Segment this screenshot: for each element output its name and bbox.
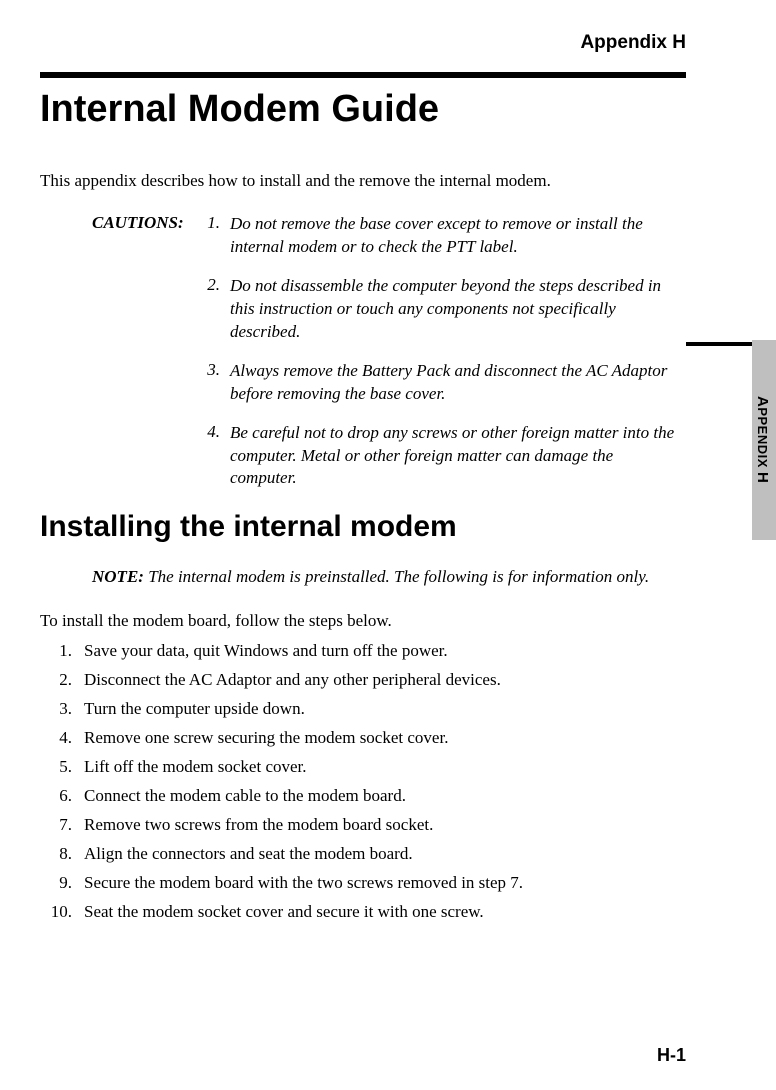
step-number: 10. [40, 902, 72, 922]
caution-text: Do not disassemble the computer beyond t… [230, 275, 686, 344]
page-title: Internal Modem Guide [40, 88, 686, 131]
step-number: 1. [40, 641, 72, 661]
step-item: 9. Secure the modem board with the two sc… [40, 873, 686, 893]
intro-text: This appendix describes how to install a… [40, 171, 686, 191]
step-number: 8. [40, 844, 72, 864]
caution-item: 2. Do not disassemble the computer beyon… [92, 275, 686, 344]
caution-number: 2. [198, 275, 220, 344]
caution-item: CAUTIONS: 1. Do not remove the base cove… [92, 213, 686, 259]
step-item: 10. Seat the modem socket cover and secur… [40, 902, 686, 922]
steps-intro: To install the modem board, follow the s… [40, 611, 686, 631]
page-number: H-1 [657, 1045, 686, 1066]
note-block: NOTE: The internal modem is preinstalled… [92, 566, 686, 589]
step-item: 2. Disconnect the AC Adaptor and any othe… [40, 670, 686, 690]
step-text: Seat the modem socket cover and secure i… [84, 902, 686, 922]
step-text: Align the connectors and seat the modem … [84, 844, 686, 864]
step-number: 2. [40, 670, 72, 690]
cautions-label-spacer [92, 360, 198, 406]
step-text: Lift off the modem socket cover. [84, 757, 686, 777]
step-number: 9. [40, 873, 72, 893]
note-label: NOTE: [92, 567, 144, 586]
step-text: Remove two screws from the modem board s… [84, 815, 686, 835]
appendix-label: Appendix H [40, 32, 686, 54]
side-tab-label: APPENDIX H [754, 396, 771, 483]
step-item: 1. Save your data, quit Windows and turn … [40, 641, 686, 661]
step-text: Remove one screw securing the modem sock… [84, 728, 686, 748]
cautions-label: CAUTIONS: [92, 213, 198, 259]
cautions-block: CAUTIONS: 1. Do not remove the base cove… [92, 213, 686, 490]
caution-text: Always remove the Battery Pack and disco… [230, 360, 686, 406]
step-number: 6. [40, 786, 72, 806]
step-text: Turn the computer upside down. [84, 699, 686, 719]
cautions-label-spacer [92, 275, 198, 344]
page-content: Appendix H Internal Modem Guide This app… [0, 0, 776, 922]
divider-rule [40, 72, 686, 78]
step-number: 7. [40, 815, 72, 835]
caution-item: 4. Be careful not to drop any screws or … [92, 422, 686, 491]
cautions-label-spacer [92, 422, 198, 491]
step-text: Disconnect the AC Adaptor and any other … [84, 670, 686, 690]
caution-number: 3. [198, 360, 220, 406]
caution-text: Be careful not to drop any screws or oth… [230, 422, 686, 491]
step-text: Connect the modem cable to the modem boa… [84, 786, 686, 806]
step-item: 7. Remove two screws from the modem board… [40, 815, 686, 835]
caution-text: Do not remove the base cover except to r… [230, 213, 686, 259]
step-item: 6. Connect the modem cable to the modem b… [40, 786, 686, 806]
note-text: The internal modem is preinstalled. The … [144, 567, 649, 586]
side-tab: APPENDIX H [752, 340, 776, 540]
step-item: 8. Align the connectors and seat the mode… [40, 844, 686, 864]
step-text: Save your data, quit Windows and turn of… [84, 641, 686, 661]
step-item: 5. Lift off the modem socket cover. [40, 757, 686, 777]
caution-item: 3. Always remove the Battery Pack and di… [92, 360, 686, 406]
step-text: Secure the modem board with the two scre… [84, 873, 686, 893]
step-number: 3. [40, 699, 72, 719]
caution-number: 1. [198, 213, 220, 259]
caution-number: 4. [198, 422, 220, 491]
step-item: 3. Turn the computer upside down. [40, 699, 686, 719]
steps-list: 1. Save your data, quit Windows and turn … [40, 641, 686, 922]
step-item: 4. Remove one screw securing the modem so… [40, 728, 686, 748]
step-number: 4. [40, 728, 72, 748]
section-title: Installing the internal modem [40, 510, 686, 544]
step-number: 5. [40, 757, 72, 777]
